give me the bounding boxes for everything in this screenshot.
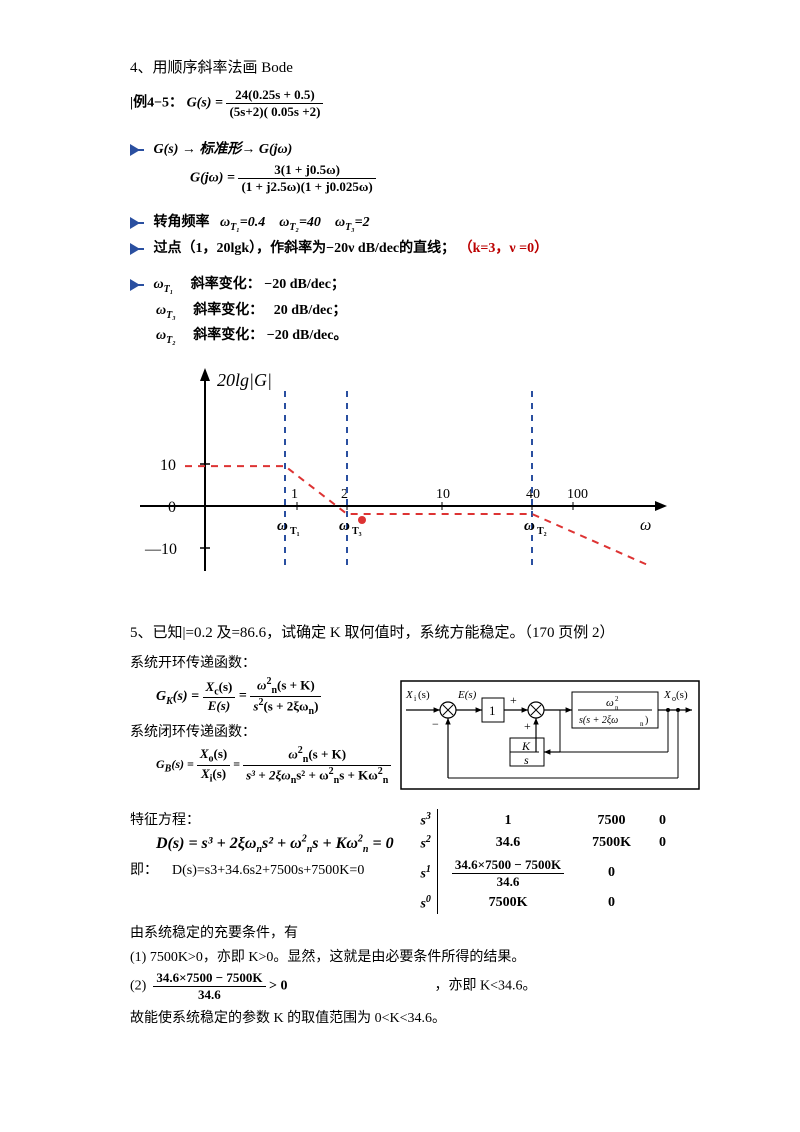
- arrow-bullet-icon: [130, 279, 144, 291]
- q4-bullet2: 转角频率 ωT₁=0.4 ωT₂=40 ωT₃=2: [130, 211, 700, 233]
- q4-s1-val: −20 dB/dec；: [264, 277, 345, 292]
- arrow-bullet-icon: [130, 144, 144, 156]
- q4-s2-val: −20 dB/dec。: [267, 328, 348, 343]
- svg-text:+: +: [510, 693, 517, 707]
- q4-ex-label: |例4−5：: [130, 96, 183, 111]
- svg-text:X: X: [405, 689, 414, 701]
- q4-b3-note: （k=3，ν =0）: [459, 241, 549, 256]
- arrow-bullet-icon: [130, 217, 144, 229]
- svg-text:s: s: [524, 753, 529, 767]
- q5-cond2-prefix: (2): [130, 979, 146, 994]
- svg-text:ω: ω: [339, 518, 350, 534]
- svg-text:T₃: T₃: [352, 526, 362, 537]
- q5-cond2-den: 34.6: [153, 987, 265, 1003]
- svg-text:—10: —10: [144, 541, 177, 558]
- svg-text:10: 10: [160, 457, 176, 474]
- q4-title: 4、用顺序斜率法画 Bode: [130, 56, 700, 77]
- q4-s1-w: ωT₁: [154, 277, 174, 292]
- q4-s2-w: ωT₂: [156, 328, 176, 343]
- q4-s3-w: ωT₃: [156, 303, 176, 318]
- q4-gjw-den: (1 + j2.5ω)(1 + j0.025ω): [238, 179, 375, 195]
- q4-gjw: G(jω) = 3(1 + j0.5ω) (1 + j2.5ω)(1 + j0.…: [190, 162, 700, 195]
- q5-cond2-num: 34.6×7500 − 7500K: [153, 970, 265, 987]
- arrow-bullet-icon: [130, 243, 144, 255]
- q4-bullet4: ωT₁ 斜率变化： −20 dB/dec；: [130, 273, 700, 295]
- bode-graph: 20lg|G|100—10121040100ωT₁ωT₃ωT₂ω: [110, 356, 700, 591]
- q4-s3-val: 20 dB/dec；: [274, 303, 347, 318]
- svg-text:+: +: [524, 719, 531, 733]
- svg-text:): ): [645, 715, 648, 726]
- svg-text:ω: ω: [524, 518, 535, 534]
- q5-final: 故能使系统稳定的参数 K 的取值范围为 0<K<34.6。: [130, 1007, 700, 1027]
- q5-ie-label: 即：: [130, 863, 158, 878]
- svg-text:10: 10: [436, 487, 450, 502]
- q5-cond2: (2) 34.6×7500 − 7500K 34.6 > 0 ，亦即 K<34.…: [130, 970, 700, 1003]
- q4-wt1: ωT₁=0.4: [220, 215, 265, 230]
- svg-text:100: 100: [567, 487, 588, 502]
- svg-text:ω: ω: [640, 517, 651, 534]
- q4-gs-num: 24(0.25s + 0.5): [226, 87, 323, 104]
- q4-bullet1: G(s) → 标准形→ G(jω): [130, 138, 700, 158]
- q4-wt3: ωT₃=2: [335, 215, 370, 230]
- q5-openloop-label: 系统开环传递函数：: [130, 652, 700, 672]
- q4-s1-mid: 斜率变化：: [191, 277, 261, 292]
- q4-slope2: ωT₂ 斜率变化： −20 dB/dec。: [156, 324, 700, 346]
- q5-cond2-after: ，亦即 K<34.6。: [435, 979, 537, 994]
- svg-text:(s): (s): [676, 689, 688, 701]
- svg-text:s(s + 2ξω: s(s + 2ξω: [579, 715, 618, 726]
- q4-slope3: ωT₃ 斜率变化： 20 dB/dec；: [156, 299, 700, 321]
- svg-text:X: X: [663, 689, 672, 701]
- q4-example: |例4−5： G(s) = 24(0.25s + 0.5) (5s+2)( 0.…: [130, 87, 700, 120]
- q4-s3-mid: 斜率变化：: [193, 303, 263, 318]
- svg-text:0: 0: [168, 499, 176, 516]
- svg-text:1: 1: [291, 487, 298, 502]
- q4-gs-lhs: G(s) =: [187, 96, 223, 111]
- svg-text:K: K: [521, 739, 531, 753]
- svg-text:T₁: T₁: [290, 526, 300, 537]
- q5-suff: 由系统稳定的充要条件，有: [130, 922, 700, 942]
- q4-gs-den: (5s+2)( 0.05s +2): [226, 104, 323, 120]
- svg-text:T₂: T₂: [537, 526, 547, 537]
- svg-text:E(s): E(s): [457, 689, 477, 701]
- q4-gjw-lhs: G(jω) =: [190, 171, 235, 186]
- svg-text:ω: ω: [606, 697, 614, 709]
- svg-text:2: 2: [615, 695, 619, 703]
- q4-corner-label: 转角频率: [154, 215, 210, 230]
- q4-s2-mid: 斜率变化：: [193, 328, 263, 343]
- svg-text:−: −: [432, 717, 439, 731]
- q5-cond2-tail: > 0: [269, 979, 287, 994]
- routh-table: s3175000s234.67500K0s134.6×7500 − 7500K3…: [406, 809, 680, 914]
- svg-text:n: n: [615, 704, 619, 712]
- q4-gjw-num: 3(1 + j0.5ω): [238, 162, 375, 179]
- q4-bullet3: 过点（1，20lgk），作斜率为−20ν dB/dec的直线； （k=3，ν =…: [130, 237, 700, 257]
- q4-b3-text: 过点（1，20lgk），作斜率为−20ν dB/dec的直线；: [154, 241, 456, 256]
- svg-text:(s): (s): [418, 689, 430, 701]
- svg-text:ω: ω: [277, 518, 288, 534]
- q5-title: 5、已知|=0.2 及=86.6，试确定 K 取何值时，系统方能稳定。（170 …: [130, 621, 700, 642]
- q5-cond1: (1) 7500K>0，亦即 K>0。显然，这就是由必要条件所得的结果。: [130, 946, 700, 966]
- block-diagram: Xi(s)E(s)1++ω2ns(s + 2ξωn)Xo(s)Ks−: [400, 680, 700, 795]
- svg-text:20lg|G|: 20lg|G|: [217, 370, 272, 390]
- svg-text:1: 1: [489, 703, 496, 718]
- svg-text:i: i: [414, 694, 417, 703]
- q4-wt2: ωT₂=40: [279, 215, 321, 230]
- q5-ie-eq: D(s)=s3+34.6s2+7500s+7500K=0: [172, 863, 364, 878]
- q4-b1-text: G(s) → 标准形→ G(jω): [154, 142, 293, 157]
- svg-text:n: n: [640, 720, 644, 728]
